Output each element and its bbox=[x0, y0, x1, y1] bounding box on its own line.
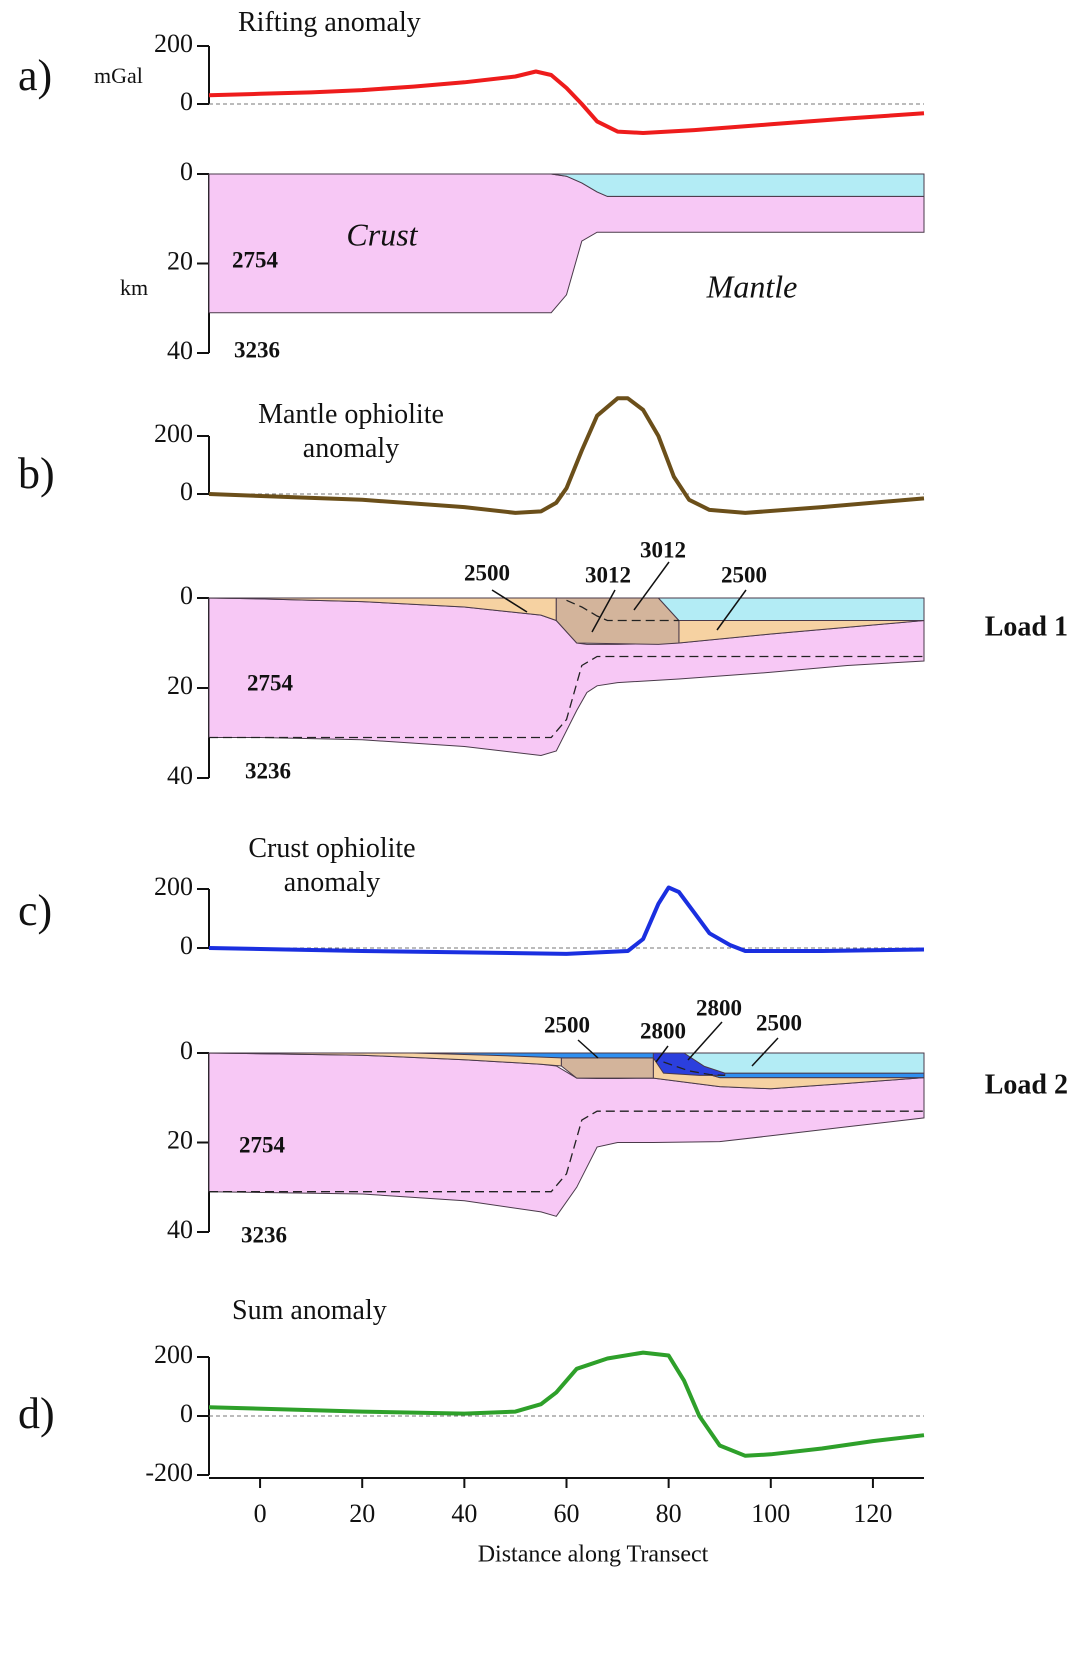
chart-title: Sum anomaly bbox=[232, 1295, 387, 1326]
annotation: 3012 bbox=[640, 537, 686, 562]
annotation: 2754 bbox=[239, 1132, 286, 1157]
reference-line bbox=[566, 599, 679, 622]
leader-line bbox=[491, 589, 528, 613]
layer bbox=[682, 1052, 925, 1074]
leader-line bbox=[577, 1039, 599, 1059]
y-tick-label: -200 bbox=[145, 1458, 193, 1487]
chart-title: Mantle ophiolite anomaly bbox=[258, 399, 444, 464]
chart-title: Crust ophiolite anomaly bbox=[248, 833, 416, 898]
y-axis-label: km bbox=[120, 275, 148, 300]
annotation: 2500 bbox=[721, 562, 767, 587]
annotation: Crust bbox=[346, 216, 418, 252]
x-tick-label: 40 bbox=[451, 1499, 477, 1528]
leader-line bbox=[655, 1045, 669, 1063]
y-tick-label: 200 bbox=[154, 29, 193, 58]
y-tick-label: 40 bbox=[167, 336, 193, 365]
anomaly-line bbox=[208, 396, 925, 515]
layer bbox=[208, 1052, 925, 1217]
annotation: 2500 bbox=[544, 1012, 590, 1037]
annotation: 3236 bbox=[234, 337, 280, 362]
annotation: 3012 bbox=[585, 562, 631, 587]
annotation: 2500 bbox=[464, 560, 510, 585]
layer bbox=[560, 1057, 654, 1079]
annotation: 3236 bbox=[245, 758, 291, 783]
layer bbox=[551, 173, 925, 197]
reference-line bbox=[209, 655, 924, 739]
load-label: Load 1 bbox=[985, 611, 1068, 642]
y-tick-label: 20 bbox=[167, 671, 193, 700]
reference-line bbox=[209, 1110, 924, 1193]
annotation: Mantle bbox=[706, 268, 798, 304]
y-tick-label: 0 bbox=[180, 157, 193, 186]
annotation: 2754 bbox=[232, 247, 279, 272]
x-tick-label: 60 bbox=[554, 1499, 580, 1528]
layer bbox=[555, 597, 680, 645]
panel-label: a) bbox=[18, 51, 52, 100]
leader-line bbox=[751, 1037, 779, 1067]
y-axis-label: mGal bbox=[94, 63, 143, 88]
y-tick-label: 40 bbox=[167, 1215, 193, 1244]
annotation: 2800 bbox=[696, 995, 742, 1020]
x-tick-label: 120 bbox=[853, 1499, 892, 1528]
y-tick-label: 0 bbox=[180, 1036, 193, 1065]
x-tick-label: 0 bbox=[254, 1499, 267, 1528]
load-label: Load 2 bbox=[985, 1069, 1068, 1100]
layer bbox=[657, 597, 925, 621]
panel-label: c) bbox=[18, 886, 52, 935]
panel-label: b) bbox=[18, 449, 55, 498]
y-tick-label: 20 bbox=[167, 1125, 193, 1154]
y-tick-label: 200 bbox=[154, 419, 193, 448]
y-tick-label: 40 bbox=[167, 761, 193, 790]
y-tick-label: 200 bbox=[154, 872, 193, 901]
y-tick-label: 0 bbox=[180, 87, 193, 116]
anomaly-line bbox=[208, 69, 925, 135]
leader-line bbox=[716, 589, 747, 631]
y-tick-label: 0 bbox=[180, 477, 193, 506]
anomaly-line bbox=[208, 1350, 925, 1458]
leader-line bbox=[633, 561, 670, 611]
x-tick-label: 20 bbox=[349, 1499, 375, 1528]
annotation: 2754 bbox=[247, 670, 294, 695]
y-tick-label: 0 bbox=[180, 581, 193, 610]
x-tick-label: 100 bbox=[751, 1499, 790, 1528]
y-tick-label: 200 bbox=[154, 1340, 193, 1369]
chart-title: Rifting anomaly bbox=[238, 7, 421, 38]
x-axis-label: Distance along Transect bbox=[478, 1542, 709, 1568]
y-tick-label: 20 bbox=[167, 246, 193, 275]
anomaly-line bbox=[208, 885, 925, 956]
annotation: 3236 bbox=[241, 1222, 287, 1247]
annotation: 2800 bbox=[640, 1018, 686, 1043]
panel-label: d) bbox=[18, 1389, 55, 1438]
y-tick-label: 0 bbox=[180, 931, 193, 960]
leader-line bbox=[591, 589, 616, 633]
annotation: 2500 bbox=[756, 1010, 802, 1035]
x-tick-label: 80 bbox=[656, 1499, 682, 1528]
y-tick-label: 0 bbox=[180, 1399, 193, 1428]
leader-line bbox=[687, 1021, 723, 1061]
